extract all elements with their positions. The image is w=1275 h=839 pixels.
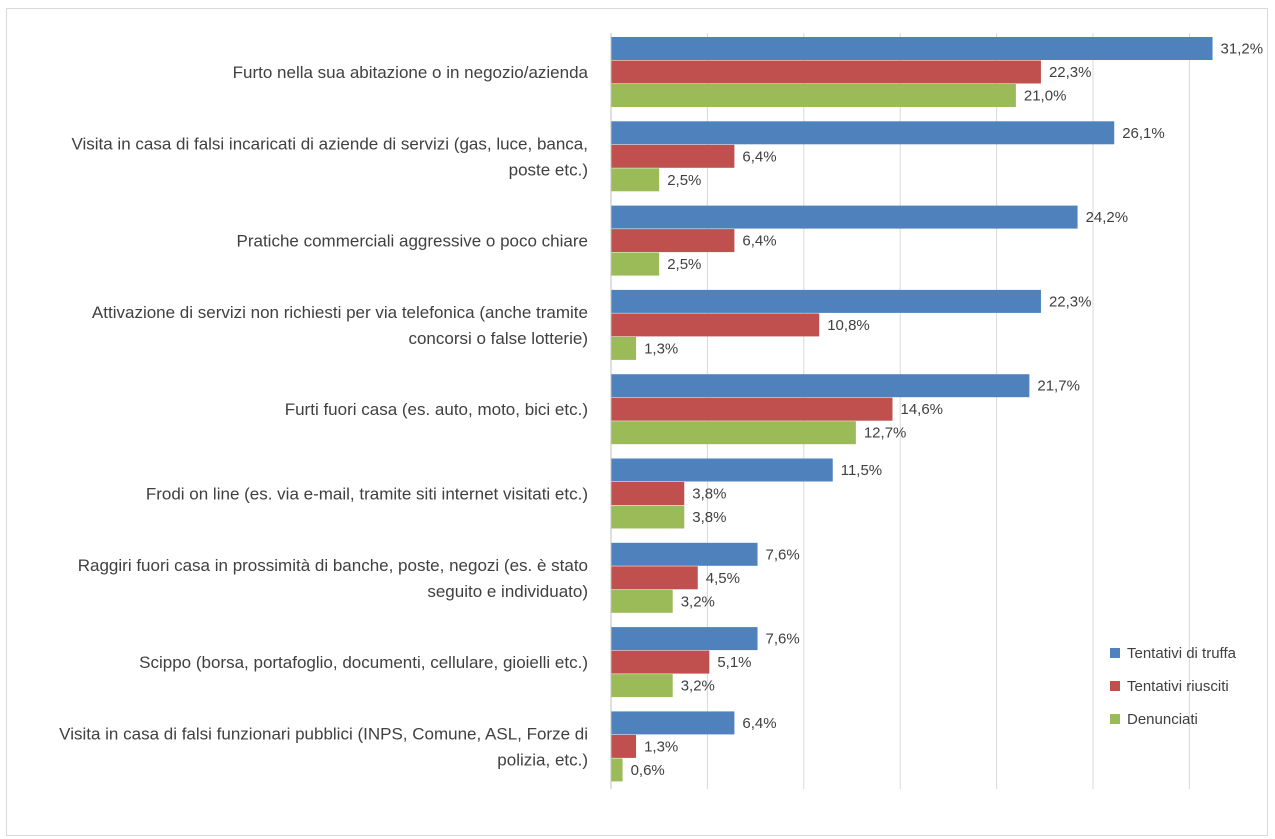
bar-denunciati [611, 84, 1016, 107]
data-label: 21,7% [1037, 378, 1080, 395]
bar-tentativi-riusciti [611, 482, 685, 505]
data-label: 22,3% [1049, 64, 1092, 81]
category-label: polizia, etc.) [497, 750, 588, 769]
category-labels: Furto nella sua abitazione o in negozio/… [59, 63, 588, 769]
legend-entry: Denunciati [1127, 711, 1198, 728]
value-labels: 31,2% 22,3% 21,0% 26,1% 6,4% 2,5% 24,2% 6,4% 2,5… [631, 41, 1264, 779]
bar-denunciati [611, 505, 685, 529]
data-label: 7,6% [766, 546, 800, 563]
data-label: 1,3% [644, 738, 678, 755]
data-label: 31,2% [1221, 41, 1264, 58]
data-label: 3,8% [692, 486, 726, 503]
legend-swatch [1110, 714, 1120, 724]
category-label: Attivazione di servizi non richiesti per… [92, 303, 588, 322]
data-label: 22,3% [1049, 293, 1092, 310]
bar-denunciati [611, 168, 660, 192]
category-label: Pratiche commerciali aggressive o poco c… [237, 232, 589, 251]
category-label: Visita in casa di falsi incaricati di az… [71, 134, 588, 153]
bar-tentativi-riusciti [611, 229, 735, 253]
bar-tentativi-di-truffa [611, 458, 833, 482]
bar-tentativi-riusciti [611, 734, 637, 758]
category-label: poste etc.) [509, 160, 588, 179]
bar-tentativi-di-truffa [611, 121, 1115, 145]
category-label: seguito e individuato) [427, 582, 588, 601]
data-label: 6,4% [742, 148, 776, 165]
bar-denunciati [611, 758, 623, 782]
bar-tentativi-riusciti [611, 397, 893, 421]
category-label: Furto nella sua abitazione o in negozio/… [233, 63, 589, 82]
data-label: 7,6% [766, 631, 800, 648]
data-label: 6,4% [742, 233, 776, 250]
bar-denunciati [611, 674, 673, 698]
bar-tentativi-riusciti [611, 566, 698, 590]
category-label: Raggiri fuori casa in prossimità di banc… [78, 556, 588, 575]
bar-tentativi-di-truffa [611, 37, 1213, 60]
data-label: 3,2% [681, 678, 715, 695]
bar-tentativi-riusciti [611, 144, 735, 168]
data-label: 21,0% [1024, 88, 1067, 105]
category-label: concorsi o false lotterie) [408, 329, 588, 348]
data-label: 4,5% [706, 570, 740, 587]
bar-denunciati [611, 421, 856, 445]
data-label: 14,6% [900, 401, 943, 418]
data-label: 6,4% [742, 715, 776, 732]
category-label: Visita in casa di falsi funzionari pubbl… [59, 724, 588, 743]
data-label: 3,2% [681, 593, 715, 610]
data-label: 11,5% [841, 462, 882, 479]
data-label: 26,1% [1122, 125, 1165, 142]
data-label: 2,5% [667, 172, 701, 189]
legend-swatch [1110, 681, 1120, 691]
data-label: 10,8% [827, 317, 870, 334]
data-label: 1,3% [644, 340, 678, 357]
bar-tentativi-di-truffa [611, 289, 1041, 313]
legend-entry: Tentativi di truffa [1127, 645, 1237, 662]
legend: Tentativi di truffa Tentativi riusciti Den… [1110, 645, 1237, 728]
bar-denunciati [611, 336, 637, 360]
bar-tentativi-riusciti [611, 313, 820, 337]
bar-tentativi-di-truffa [611, 374, 1030, 398]
bar-tentativi-riusciti [611, 60, 1041, 84]
bar-tentativi-di-truffa [611, 205, 1078, 229]
bar-tentativi-riusciti [611, 650, 710, 674]
data-label: 12,7% [864, 425, 907, 442]
bar-tentativi-di-truffa [611, 627, 758, 651]
category-label: Frodi on line (es. via e-mail, tramite s… [146, 485, 588, 504]
bar-tentativi-di-truffa [611, 711, 735, 735]
bar-denunciati [611, 589, 673, 613]
data-label: 0,6% [631, 762, 665, 779]
data-label: 24,2% [1086, 209, 1129, 226]
bar-denunciati [611, 252, 660, 276]
data-label: 3,8% [692, 509, 726, 526]
category-label: Furti fuori casa (es. auto, moto, bici e… [285, 400, 588, 419]
data-label: 5,1% [717, 654, 751, 671]
legend-swatch [1110, 648, 1120, 658]
legend-entry: Tentativi riusciti [1127, 678, 1229, 695]
category-label: Scippo (borsa, portafoglio, documenti, c… [139, 653, 588, 672]
bars [611, 37, 1213, 782]
bar-tentativi-di-truffa [611, 542, 758, 566]
data-label: 2,5% [667, 256, 701, 273]
